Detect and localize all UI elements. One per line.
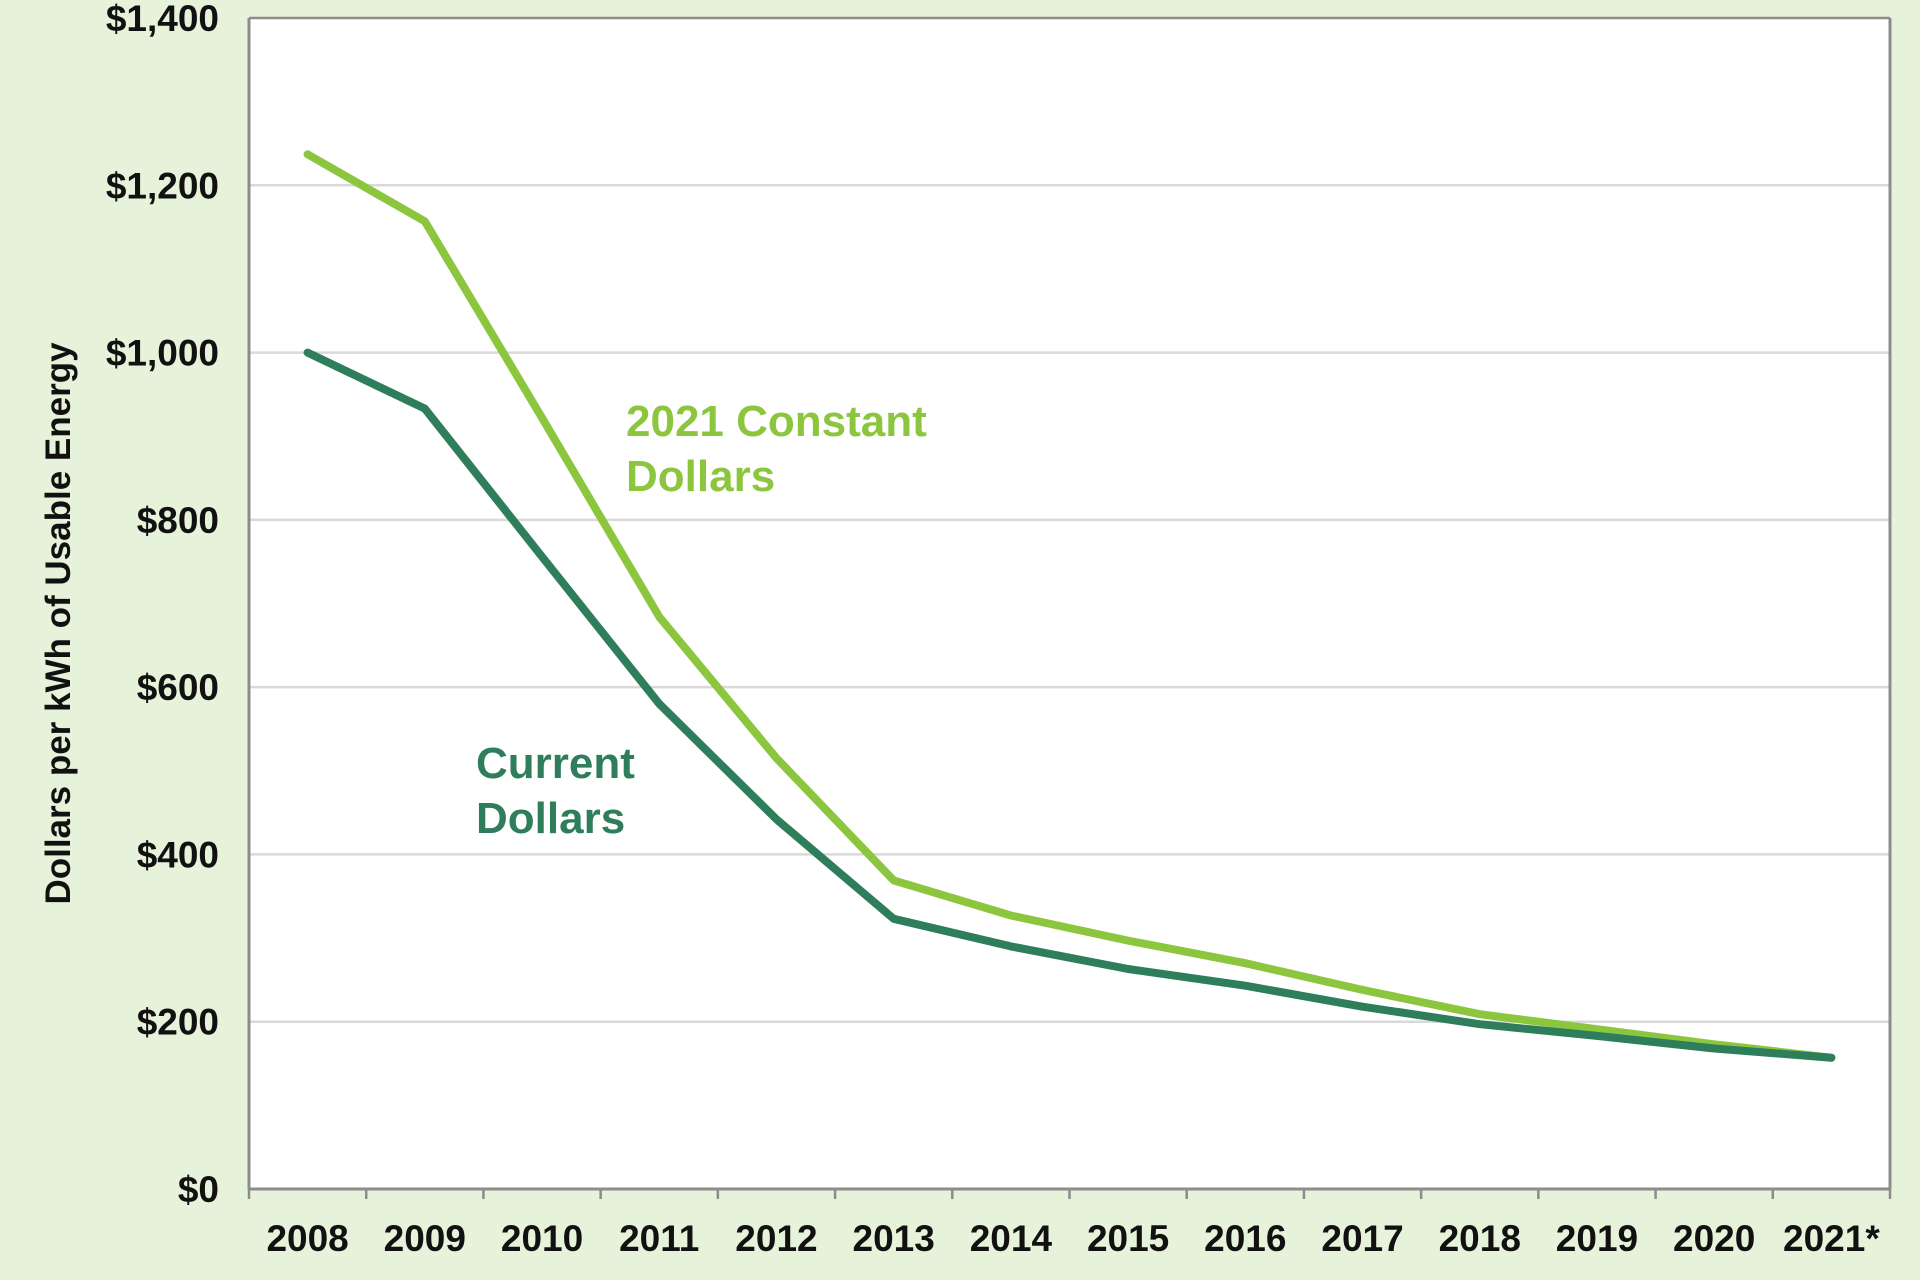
x-tick-label: 2018 (1439, 1218, 1521, 1259)
series-line-constant-dollars (303, 150, 1836, 1062)
x-tick-label: 2016 (1204, 1218, 1286, 1259)
x-tick-label: 2015 (1087, 1218, 1169, 1259)
y-tick-label: $1,400 (106, 0, 219, 39)
x-tick-label: 2011 (619, 1218, 699, 1259)
axes: $0 $200 $400 $600 $800 $1,000 $1,200 $1,400 2008… (106, 0, 1892, 1259)
x-tick-label: 2014 (970, 1218, 1053, 1259)
y-tick-label: $800 (137, 500, 219, 541)
x-tick-label: 2012 (735, 1218, 817, 1259)
y-tick-label: $1,000 (106, 333, 219, 374)
y-tick-label: $0 (178, 1169, 219, 1210)
series-label-current-dollars: Current Dollars (476, 739, 635, 843)
x-tick-label: 2017 (1321, 1218, 1403, 1259)
y-tick-label: $400 (137, 834, 219, 875)
x-tick-label: 2010 (501, 1218, 583, 1259)
x-tick-label: 2021* (1783, 1218, 1880, 1259)
gridlines (249, 184, 1890, 1023)
y-tick-label: $600 (137, 667, 219, 708)
series-lines (303, 150, 1836, 1062)
series-labels: 2021 Constant Dollars Current Dollars (476, 397, 927, 843)
y-tick-label: $200 (137, 1002, 219, 1043)
x-tick-label: 2013 (853, 1218, 935, 1259)
x-tick-label: 2020 (1673, 1218, 1755, 1259)
series-label-constant-dollars: 2021 Constant Dollars (626, 397, 927, 501)
x-tick-label: 2008 (266, 1218, 348, 1259)
x-tick-label: 2019 (1556, 1218, 1638, 1259)
x-tick-label: 2009 (384, 1218, 466, 1259)
plot-area (249, 18, 1890, 1189)
series-line-current-dollars (303, 348, 1836, 1062)
y-tick-label: $1,200 (106, 165, 219, 206)
y-axis-title: Dollars per kWh of Usable Energy (39, 342, 78, 905)
